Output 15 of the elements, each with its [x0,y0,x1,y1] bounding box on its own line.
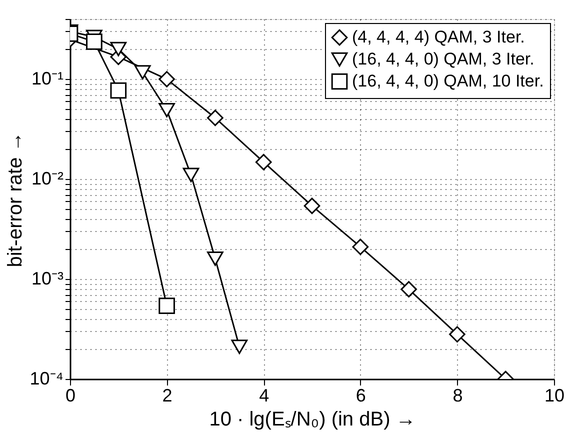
x-tick-label: 4 [259,386,270,406]
x-tick-label: 2 [162,386,172,406]
y-tick-label: 10⁻² [31,168,64,189]
x-tick-label: 6 [356,386,366,406]
x-tick-label: 0 [65,386,76,406]
y-axis-title: bit-error rate → [4,132,27,268]
legend-label: (4, 4, 4, 4) QAM, 3 Iter. [352,28,525,46]
y-tick-label: 10⁻⁴ [30,368,64,388]
y-tick-label: 10⁻¹ [31,68,64,89]
x-axis-title: 10 · lg(Eₛ/N₀) (in dB) → [209,408,416,430]
y-tick-label: 10⁻³ [31,268,64,289]
legend-label: (16, 4, 4, 0) QAM, 3 Iter. [352,50,534,68]
legend-label: (16, 4, 4, 0) QAM, 10 Iter. [352,72,544,90]
x-tick-label: 10 [544,386,565,406]
x-tick-label: 8 [452,386,463,406]
